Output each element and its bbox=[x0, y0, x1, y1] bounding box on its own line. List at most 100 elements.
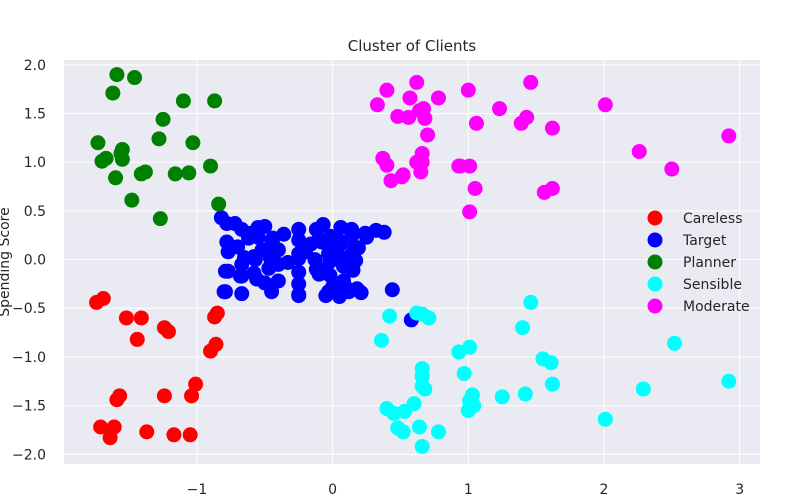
data-point bbox=[494, 389, 510, 405]
data-point bbox=[95, 291, 111, 307]
data-point bbox=[544, 181, 560, 197]
data-point bbox=[409, 74, 425, 90]
chart-title: Cluster of Clients bbox=[348, 37, 477, 55]
data-point bbox=[234, 286, 250, 302]
data-point bbox=[331, 233, 347, 249]
data-point bbox=[401, 109, 417, 125]
y-tick-label: 1.5 bbox=[24, 107, 46, 123]
data-point bbox=[402, 90, 418, 106]
data-point bbox=[108, 170, 124, 186]
data-point bbox=[430, 424, 446, 440]
data-point bbox=[109, 392, 125, 408]
data-point bbox=[406, 396, 422, 412]
data-point bbox=[264, 232, 280, 248]
x-tick-label: 1 bbox=[464, 482, 473, 498]
data-point bbox=[345, 251, 361, 267]
data-point bbox=[523, 74, 539, 90]
data-point bbox=[124, 192, 140, 208]
data-point bbox=[597, 411, 613, 427]
data-point bbox=[462, 204, 478, 220]
legend-marker bbox=[647, 276, 663, 292]
series-planner bbox=[90, 67, 227, 227]
data-point bbox=[184, 388, 200, 404]
data-point bbox=[152, 211, 168, 227]
data-point bbox=[543, 355, 559, 371]
x-tick-label: 2 bbox=[600, 482, 609, 498]
data-point bbox=[230, 239, 246, 255]
y-tick-label: −1.5 bbox=[12, 399, 46, 415]
data-point bbox=[468, 115, 484, 131]
data-point bbox=[373, 332, 389, 348]
data-point bbox=[462, 158, 478, 174]
legend-marker bbox=[647, 254, 663, 270]
data-point bbox=[175, 93, 191, 109]
series-sensible bbox=[373, 294, 737, 454]
data-point bbox=[276, 226, 292, 242]
data-point bbox=[421, 310, 437, 326]
data-point bbox=[635, 381, 651, 397]
data-point bbox=[133, 166, 149, 182]
data-point bbox=[113, 145, 129, 161]
x-tick-labels: −1 0 1 2 3 bbox=[187, 482, 744, 498]
legend-label: Sensible bbox=[683, 277, 742, 293]
y-axis-label: Spending Score bbox=[0, 207, 13, 316]
data-point bbox=[523, 294, 539, 310]
data-point bbox=[492, 101, 508, 117]
data-point bbox=[379, 82, 395, 98]
data-point bbox=[257, 218, 273, 234]
data-point bbox=[411, 419, 427, 435]
data-point bbox=[234, 256, 250, 272]
data-point bbox=[291, 232, 307, 248]
x-tick-label: −1 bbox=[187, 482, 208, 498]
data-point bbox=[384, 282, 400, 298]
data-point bbox=[464, 387, 480, 403]
data-point bbox=[462, 339, 478, 355]
series-moderate bbox=[369, 74, 737, 220]
data-point bbox=[420, 127, 436, 143]
legend: Careless Target Planner Sensible Moderate bbox=[647, 210, 750, 315]
data-point bbox=[182, 427, 198, 443]
data-point bbox=[160, 324, 176, 340]
y-tick-label: −1.0 bbox=[12, 350, 46, 366]
data-point bbox=[417, 110, 433, 126]
data-point bbox=[517, 386, 533, 402]
data-point bbox=[203, 158, 219, 174]
data-point bbox=[460, 402, 476, 418]
y-tick-label: 0.5 bbox=[24, 204, 46, 220]
legend-label: Target bbox=[682, 233, 727, 249]
data-point bbox=[667, 335, 683, 351]
data-point bbox=[515, 320, 531, 336]
data-point bbox=[414, 154, 430, 170]
data-point bbox=[133, 310, 149, 326]
data-point bbox=[544, 120, 560, 136]
data-point bbox=[322, 254, 338, 270]
data-point bbox=[207, 309, 223, 325]
data-point bbox=[105, 85, 121, 101]
series-careless bbox=[89, 291, 225, 446]
y-tick-label: −0.5 bbox=[12, 301, 46, 317]
data-point bbox=[414, 438, 430, 454]
data-point bbox=[291, 221, 307, 237]
data-point bbox=[167, 166, 183, 182]
data-point bbox=[217, 263, 233, 279]
data-point bbox=[369, 97, 385, 113]
y-tick-label: 2.0 bbox=[24, 58, 46, 74]
data-point bbox=[270, 256, 286, 272]
legend-label: Moderate bbox=[683, 299, 750, 315]
data-point bbox=[631, 144, 647, 160]
legend-label: Careless bbox=[683, 211, 743, 227]
legend-marker bbox=[647, 298, 663, 314]
data-point bbox=[460, 82, 476, 98]
data-point bbox=[185, 135, 201, 151]
data-point bbox=[90, 135, 106, 151]
data-point bbox=[721, 128, 737, 144]
data-point bbox=[297, 244, 313, 260]
data-point bbox=[597, 97, 613, 113]
data-point bbox=[311, 261, 327, 277]
data-point bbox=[315, 217, 331, 233]
y-tick-label: 1.0 bbox=[24, 155, 46, 171]
data-point bbox=[270, 273, 286, 289]
data-point bbox=[181, 165, 197, 181]
